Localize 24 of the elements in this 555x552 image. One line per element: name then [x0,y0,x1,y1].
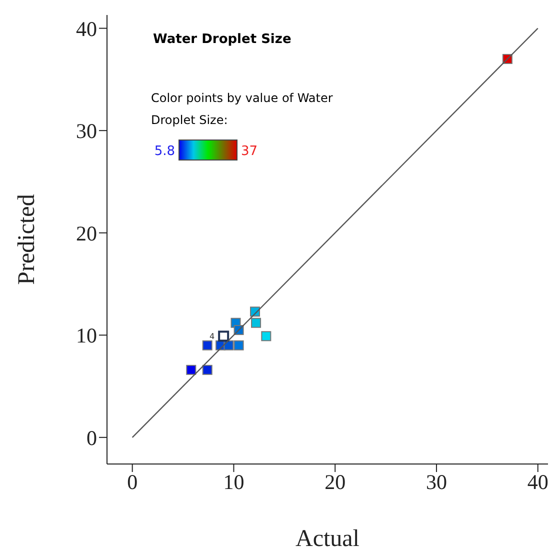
x-tick-label: 0 [127,470,138,494]
point [251,318,262,328]
y-tick-label: 40 [76,16,97,41]
point [202,364,212,375]
x-tick-label: 10 [223,470,244,494]
x-tick-label: 20 [324,470,346,494]
y-axis-title: Predicted [14,194,40,285]
text: Water Droplet Size [153,32,292,47]
point [261,331,272,342]
y-tick-label: 10 [76,324,97,348]
point [202,340,212,350]
y-tick-label: 30 [76,119,97,144]
x-tick-label: 40 [527,470,548,494]
x-axis-title: Actual [296,526,360,552]
annotation: 37 [241,144,258,159]
annotation: 5.8 [154,144,175,159]
y-tick-label: 20 [76,221,97,246]
color-bar-title: Color points by value of Water Droplet Size: [151,90,334,129]
y-tick-label: 0 [86,426,97,450]
annotation: 4 [209,332,215,341]
x-tick-label: 30 [426,470,447,494]
point [218,330,230,342]
point [234,340,244,350]
point [186,364,196,375]
